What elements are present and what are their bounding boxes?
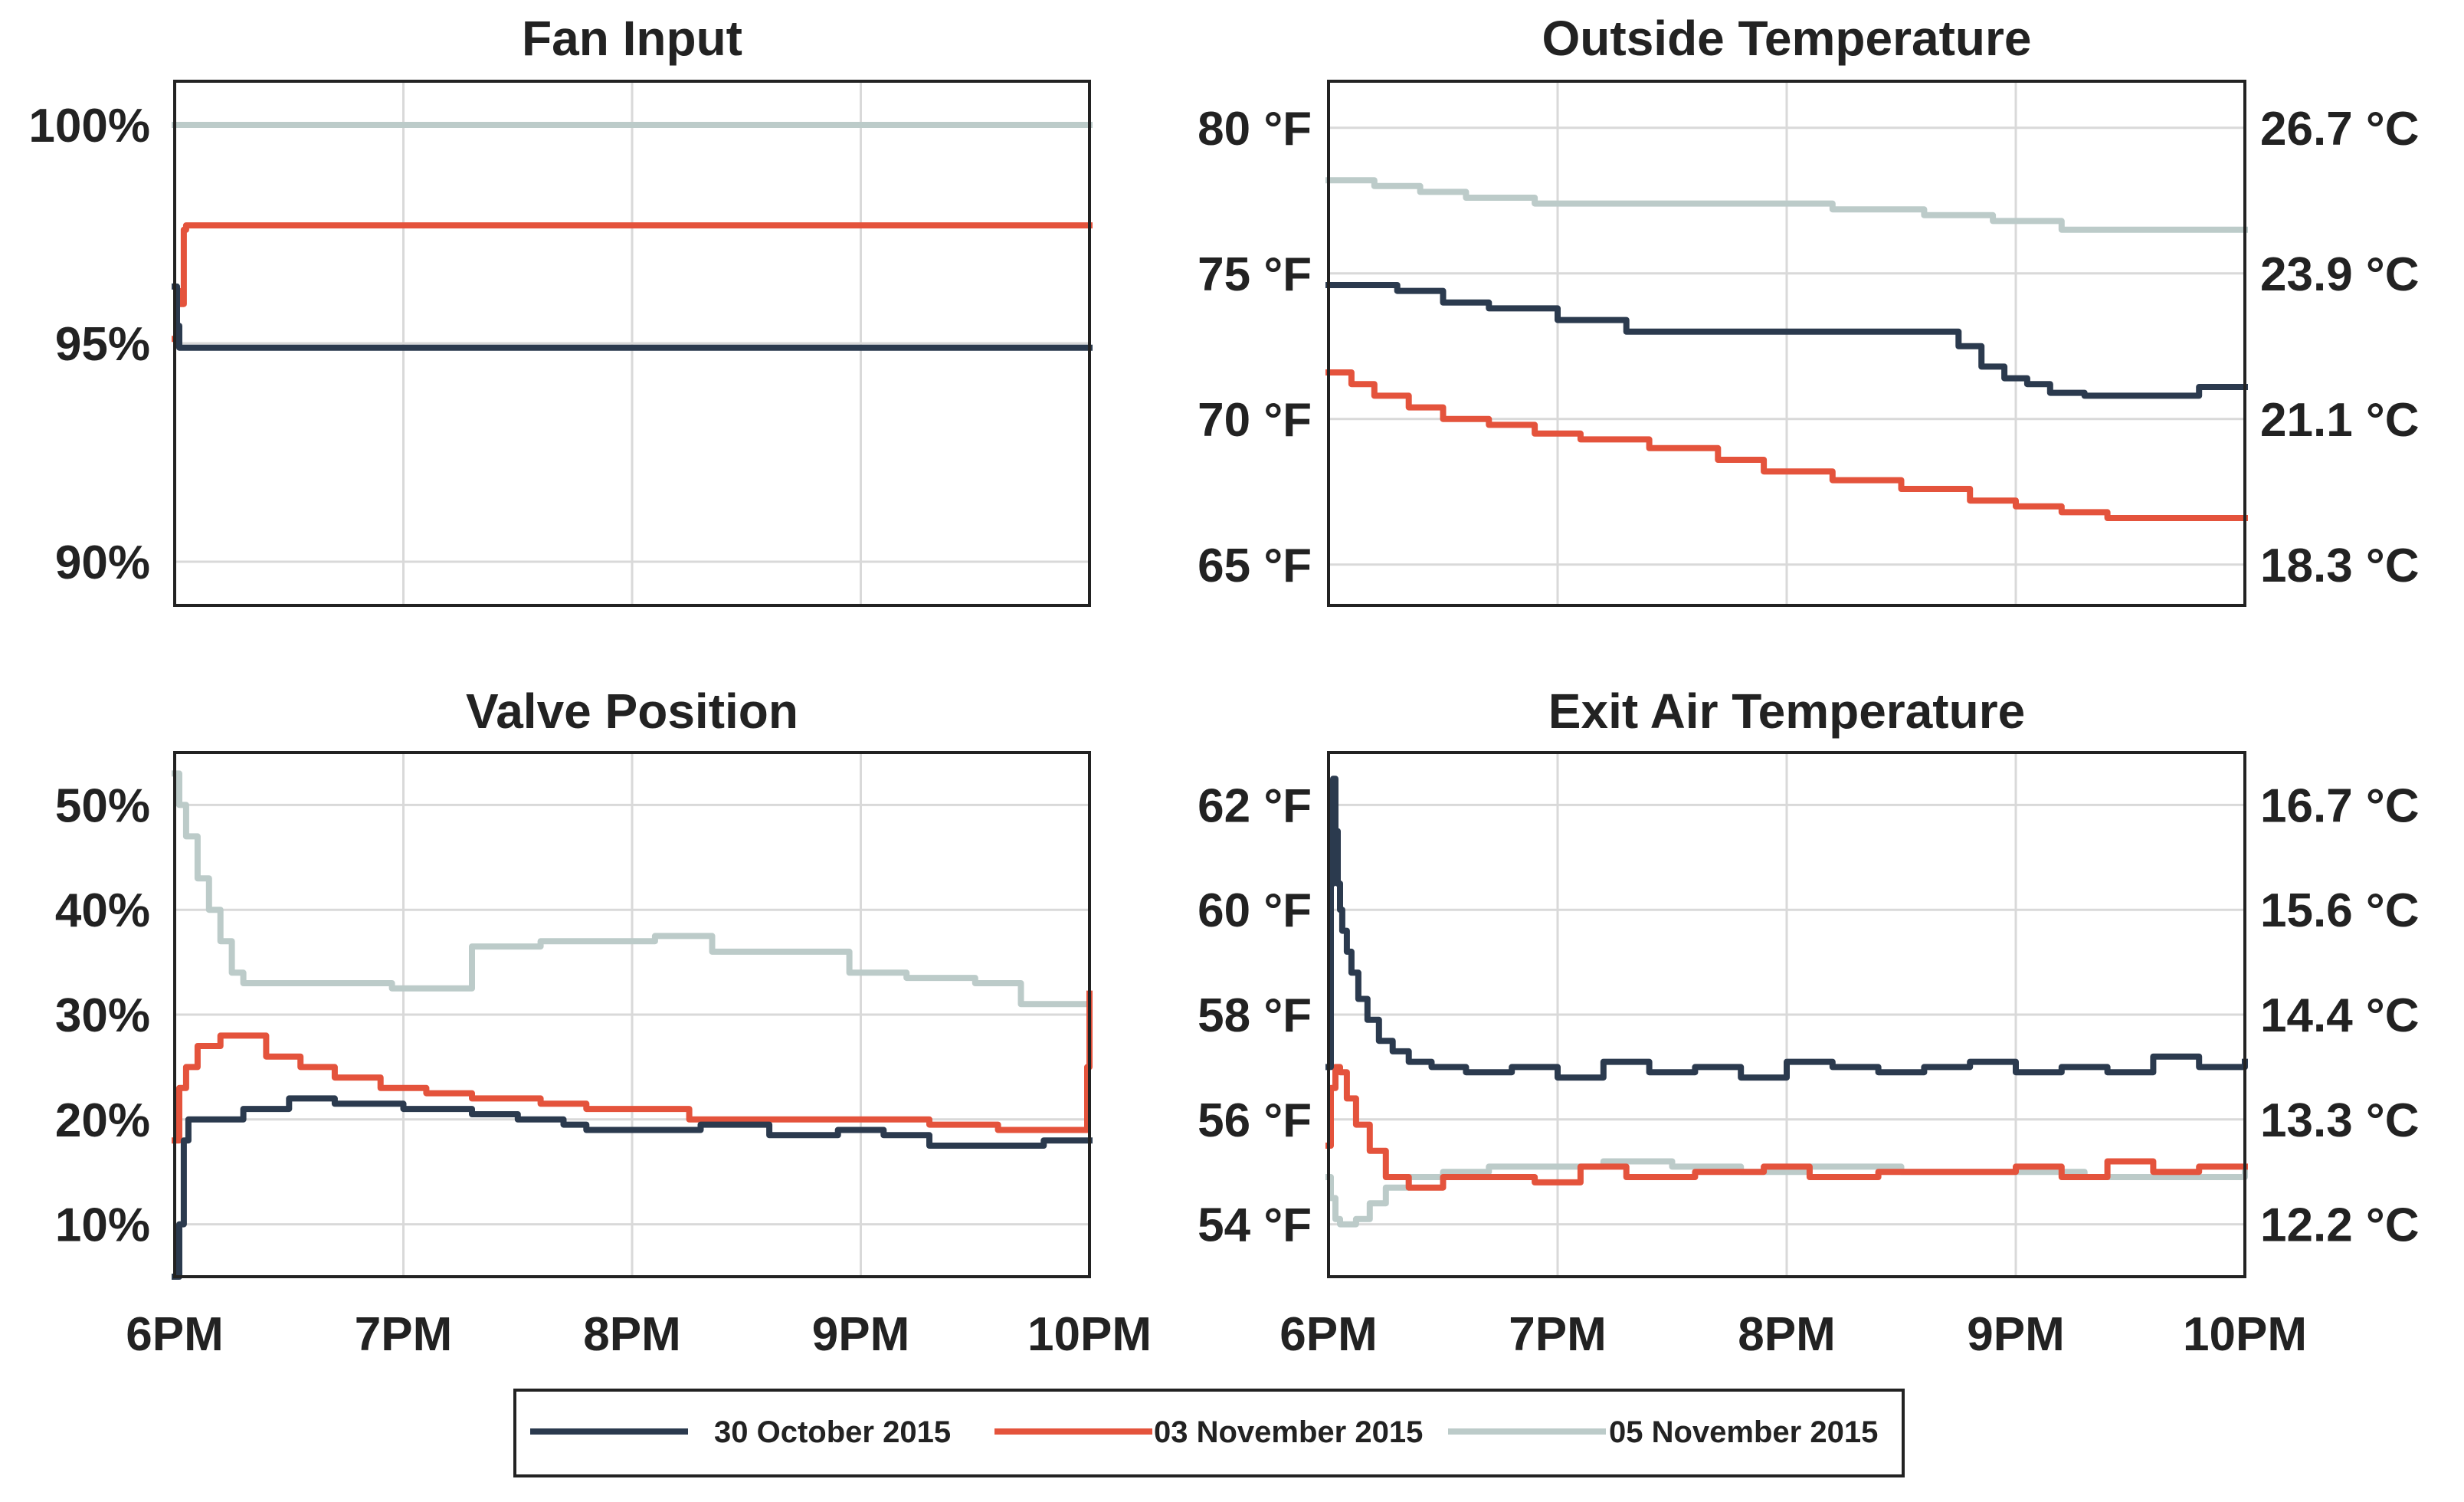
legend-label-30-october-2015: 30 October 2015 [714,1415,951,1449]
exit-air-temperature-series-03-november-2015 [1325,1064,2248,1191]
fan-input-panel: Fan Input 90% 95% 100% [28,11,1093,607]
fan-input-axis-box [173,80,1091,607]
exit-air-temperature-y-tick-label: 54 °F [1198,1199,1312,1252]
valve-position-y-ticks: 10% 20% 30% 40% 50% [55,779,150,1251]
exit-air-temperature-x-ticks: 6PM 7PM 8PM 9PM 10PM [1280,1308,2307,1361]
valve-position-x-tick-label: 8PM [583,1308,680,1361]
exit-air-temperature-x-tick-label: 6PM [1280,1308,1377,1361]
outside-temperature-y2-tick-label: 23.9 °C [2260,248,2419,301]
valve-position-axis-box [173,751,1091,1278]
exit-air-temperature-panel: Exit Air Temperature 54 °F 56 °F 58 °F 60 °… [1198,684,2419,1361]
outside-temperature-series-03-november-2015 [1325,369,2248,521]
outside-temperature-panel: Outside Temperature 65 °F 70 °F 75 °F 80 °F… [1198,11,2419,607]
outside-temperature-y-tick-label: 80 °F [1198,103,1312,156]
exit-air-temperature-series-30-october-2015 [1325,776,2248,1081]
fan-input-title: Fan Input [522,11,742,66]
exit-air-temperature-y2-tick-label: 13.3 °C [2260,1094,2419,1147]
legend: 30 October 2015 03 November 2015 05 Nove… [513,1389,1905,1477]
legend-box [513,1389,1905,1477]
exit-air-temperature-y-tick-label: 58 °F [1198,989,1312,1042]
outside-temperature-series-30-october-2015 [1325,282,2248,399]
exit-air-temperature-grid [1329,753,2245,1277]
valve-position-panel: Valve Position 10% 20% 30% 40% 50% 6PM 7PM 8PM… [55,684,1152,1361]
valve-position-series-30-october-2015 [172,1095,1093,1280]
valve-position-y-tick-label: 10% [55,1199,150,1252]
outside-temperature-y2-tick-label: 26.7 °C [2260,103,2419,156]
exit-air-temperature-y2-ticks: 12.2 °C 13.3 °C 14.4 °C 15.6 °C 16.7 °C [2260,779,2419,1251]
outside-temperature-y-ticks: 65 °F 70 °F 75 °F 80 °F [1198,103,1312,592]
outside-temperature-series [1325,177,2248,521]
exit-air-temperature-x-tick-label: 7PM [1509,1308,1606,1361]
exit-air-temperature-x-tick-label: 8PM [1738,1308,1835,1361]
fan-input-y-ticks: 90% 95% 100% [28,100,150,589]
valve-position-x-ticks: 6PM 7PM 8PM 9PM 10PM [126,1308,1152,1361]
exit-air-temperature-x-tick-label: 9PM [1967,1308,2064,1361]
valve-position-series [172,770,1093,1280]
valve-position-y-tick-label: 30% [55,989,150,1042]
valve-position-x-tick-label: 6PM [126,1308,223,1361]
exit-air-temperature-y2-tick-label: 12.2 °C [2260,1199,2419,1252]
exit-air-temperature-y-ticks: 54 °F 56 °F 58 °F 60 °F 62 °F [1198,779,1312,1251]
valve-position-series-05-november-2015 [172,770,1093,1008]
exit-air-temperature-y2-tick-label: 14.4 °C [2260,989,2419,1042]
outside-temperature-series-05-november-2015 [1325,177,2248,233]
outside-temperature-y2-tick-label: 21.1 °C [2260,394,2419,447]
outside-temperature-grid [1329,81,2245,605]
exit-air-temperature-y-tick-label: 62 °F [1198,779,1312,832]
fan-input-y-tick-label: 90% [55,536,150,589]
outside-temperature-title: Outside Temperature [1542,11,2032,66]
legend-label-05-november-2015: 05 November 2015 [1609,1415,1878,1449]
valve-position-series-03-november-2015 [172,990,1093,1144]
fan-input-y-tick-label: 95% [55,318,150,371]
exit-air-temperature-y2-tick-label: 16.7 °C [2260,779,2419,832]
outside-temperature-y-tick-label: 65 °F [1198,539,1312,592]
fan-input-y-tick-label: 100% [28,100,150,152]
valve-position-y-tick-label: 40% [55,884,150,937]
fan-input-series-30-october-2015 [172,283,1093,351]
exit-air-temperature-series [1325,776,2248,1228]
valve-position-y-tick-label: 20% [55,1094,150,1147]
outside-temperature-axis-box [1327,80,2246,607]
exit-air-temperature-x-tick-label: 10PM [2183,1308,2307,1361]
exit-air-temperature-y-tick-label: 56 °F [1198,1094,1312,1147]
valve-position-x-tick-label: 9PM [812,1308,909,1361]
exit-air-temperature-y2-tick-label: 15.6 °C [2260,884,2419,937]
exit-air-temperature-y-tick-label: 60 °F [1198,884,1312,937]
outside-temperature-y-tick-label: 70 °F [1198,394,1312,447]
valve-position-x-tick-label: 10PM [1027,1308,1152,1361]
fan-input-series [172,122,1093,351]
outside-temperature-y-tick-label: 75 °F [1198,248,1312,301]
outside-temperature-y2-ticks: 18.3 °C 21.1 °C 23.9 °C 26.7 °C [2260,103,2419,592]
valve-position-y-tick-label: 50% [55,779,150,832]
exit-air-temperature-title: Exit Air Temperature [1548,684,2025,739]
valve-position-grid [175,753,1089,1277]
valve-position-x-tick-label: 7PM [355,1308,452,1361]
valve-position-title: Valve Position [466,684,798,739]
outside-temperature-y2-tick-label: 18.3 °C [2260,539,2419,592]
exit-air-temperature-axis-box [1327,751,2246,1278]
legend-label-03-november-2015: 03 November 2015 [1154,1415,1423,1449]
